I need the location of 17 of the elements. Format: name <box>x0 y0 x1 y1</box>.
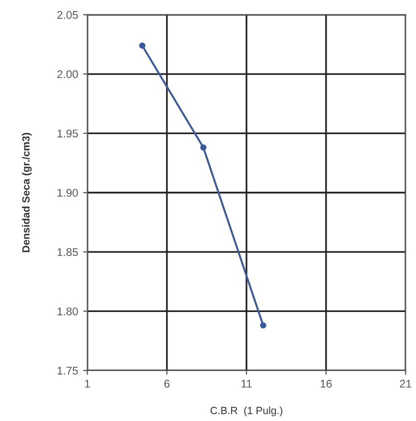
y-tick-label: 1.80 <box>58 307 78 316</box>
y-tick-label: 2.00 <box>57 70 78 78</box>
y-tick-label: 1.90 <box>58 188 78 197</box>
x-tick-label: 21 <box>400 380 412 388</box>
y-tick-label: 1.75 <box>58 366 78 375</box>
point <box>139 42 146 49</box>
y-axis-title: Densidad Seca (gr./cm3) <box>22 132 32 252</box>
x-tick-label: 11 <box>242 380 252 388</box>
x-tick-label: 1 <box>85 380 90 388</box>
x-tick-label: 6 <box>164 380 170 388</box>
y-tick-label: 1.85 <box>58 248 78 256</box>
x-tick-label: 16 <box>320 380 332 388</box>
y-tick-label: 1.95 <box>58 130 78 138</box>
y-tick-label: 2.05 <box>57 11 78 19</box>
x-axis-title: C.B.R (1 Pulg.) <box>210 406 282 416</box>
point <box>260 322 266 329</box>
point <box>200 144 206 151</box>
